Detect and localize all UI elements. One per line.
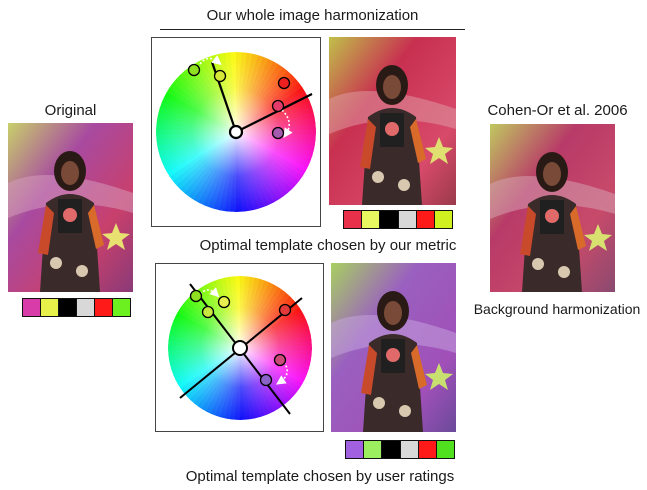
metric-palette-swatch-3: [380, 211, 399, 228]
wheel-center-marker: [228, 124, 244, 140]
metric-palette: [343, 210, 453, 229]
cohen-or-caption: Cohen-Or et al. 2006: [487, 102, 628, 119]
ratings-palette-swatch-1: [346, 441, 365, 458]
top-hue-wheel-panel: [151, 37, 321, 227]
metric-palette-swatch-2: [362, 211, 381, 228]
header-rule: [160, 29, 465, 30]
ratings-palette-swatch-2: [364, 441, 383, 458]
original-caption: Original: [44, 102, 97, 119]
whole-image-caption: Our whole image harmonization: [206, 7, 419, 24]
original-palette-swatch-6: [113, 299, 130, 316]
ratings-palette-swatch-5: [418, 441, 437, 458]
ratings-photo: [331, 263, 456, 432]
original-photo-image: [8, 123, 133, 292]
color-dot: [277, 76, 291, 90]
metric-palette-swatch-4: [398, 211, 417, 228]
shift-arrow-purple: [276, 361, 288, 385]
metric-palette-swatch-6: [434, 211, 453, 228]
color-dot: [271, 99, 285, 113]
color-dot: [278, 303, 292, 317]
wheel-center-marker: [232, 340, 248, 356]
metric-palette-swatch-1: [344, 211, 363, 228]
our-metric-caption: Optimal template chosen by our metric: [199, 237, 457, 254]
bottom-hue-wheel: [168, 276, 312, 420]
metric-photo-image: [329, 37, 456, 205]
original-palette-swatch-1: [23, 299, 41, 316]
original-palette: [22, 298, 131, 317]
top-hue-wheel: [156, 52, 316, 212]
original-photo: [8, 123, 133, 292]
shift-arrow-green: [199, 287, 220, 298]
original-palette-swatch-4: [77, 299, 95, 316]
cohen-or-photo-image: [490, 124, 615, 292]
color-dot: [217, 295, 231, 309]
color-dot: [259, 373, 273, 387]
metric-palette-swatch-5: [416, 211, 435, 228]
original-palette-swatch-5: [95, 299, 113, 316]
ratings-palette-swatch-4: [400, 441, 419, 458]
color-dot: [187, 63, 201, 77]
cohen-or-photo: [490, 124, 615, 292]
metric-photo: [329, 37, 456, 205]
color-dot: [189, 289, 203, 303]
original-palette-swatch-2: [41, 299, 59, 316]
color-dot: [273, 353, 287, 367]
background-harmonization-caption: Background harmonization: [473, 301, 641, 317]
bottom-hue-wheel-panel: [155, 263, 324, 432]
color-dot: [201, 305, 215, 319]
shift-arrow-magenta: [281, 109, 293, 138]
ratings-palette: [345, 440, 455, 459]
ratings-photo-image: [331, 263, 456, 432]
color-dot: [213, 69, 227, 83]
color-dot: [271, 126, 285, 140]
user-ratings-caption: Optimal template chosen by user ratings: [185, 468, 455, 485]
ratings-palette-swatch-6: [436, 441, 455, 458]
shift-arrow-green: [199, 55, 222, 65]
original-palette-swatch-3: [59, 299, 77, 316]
ratings-palette-swatch-3: [382, 441, 401, 458]
